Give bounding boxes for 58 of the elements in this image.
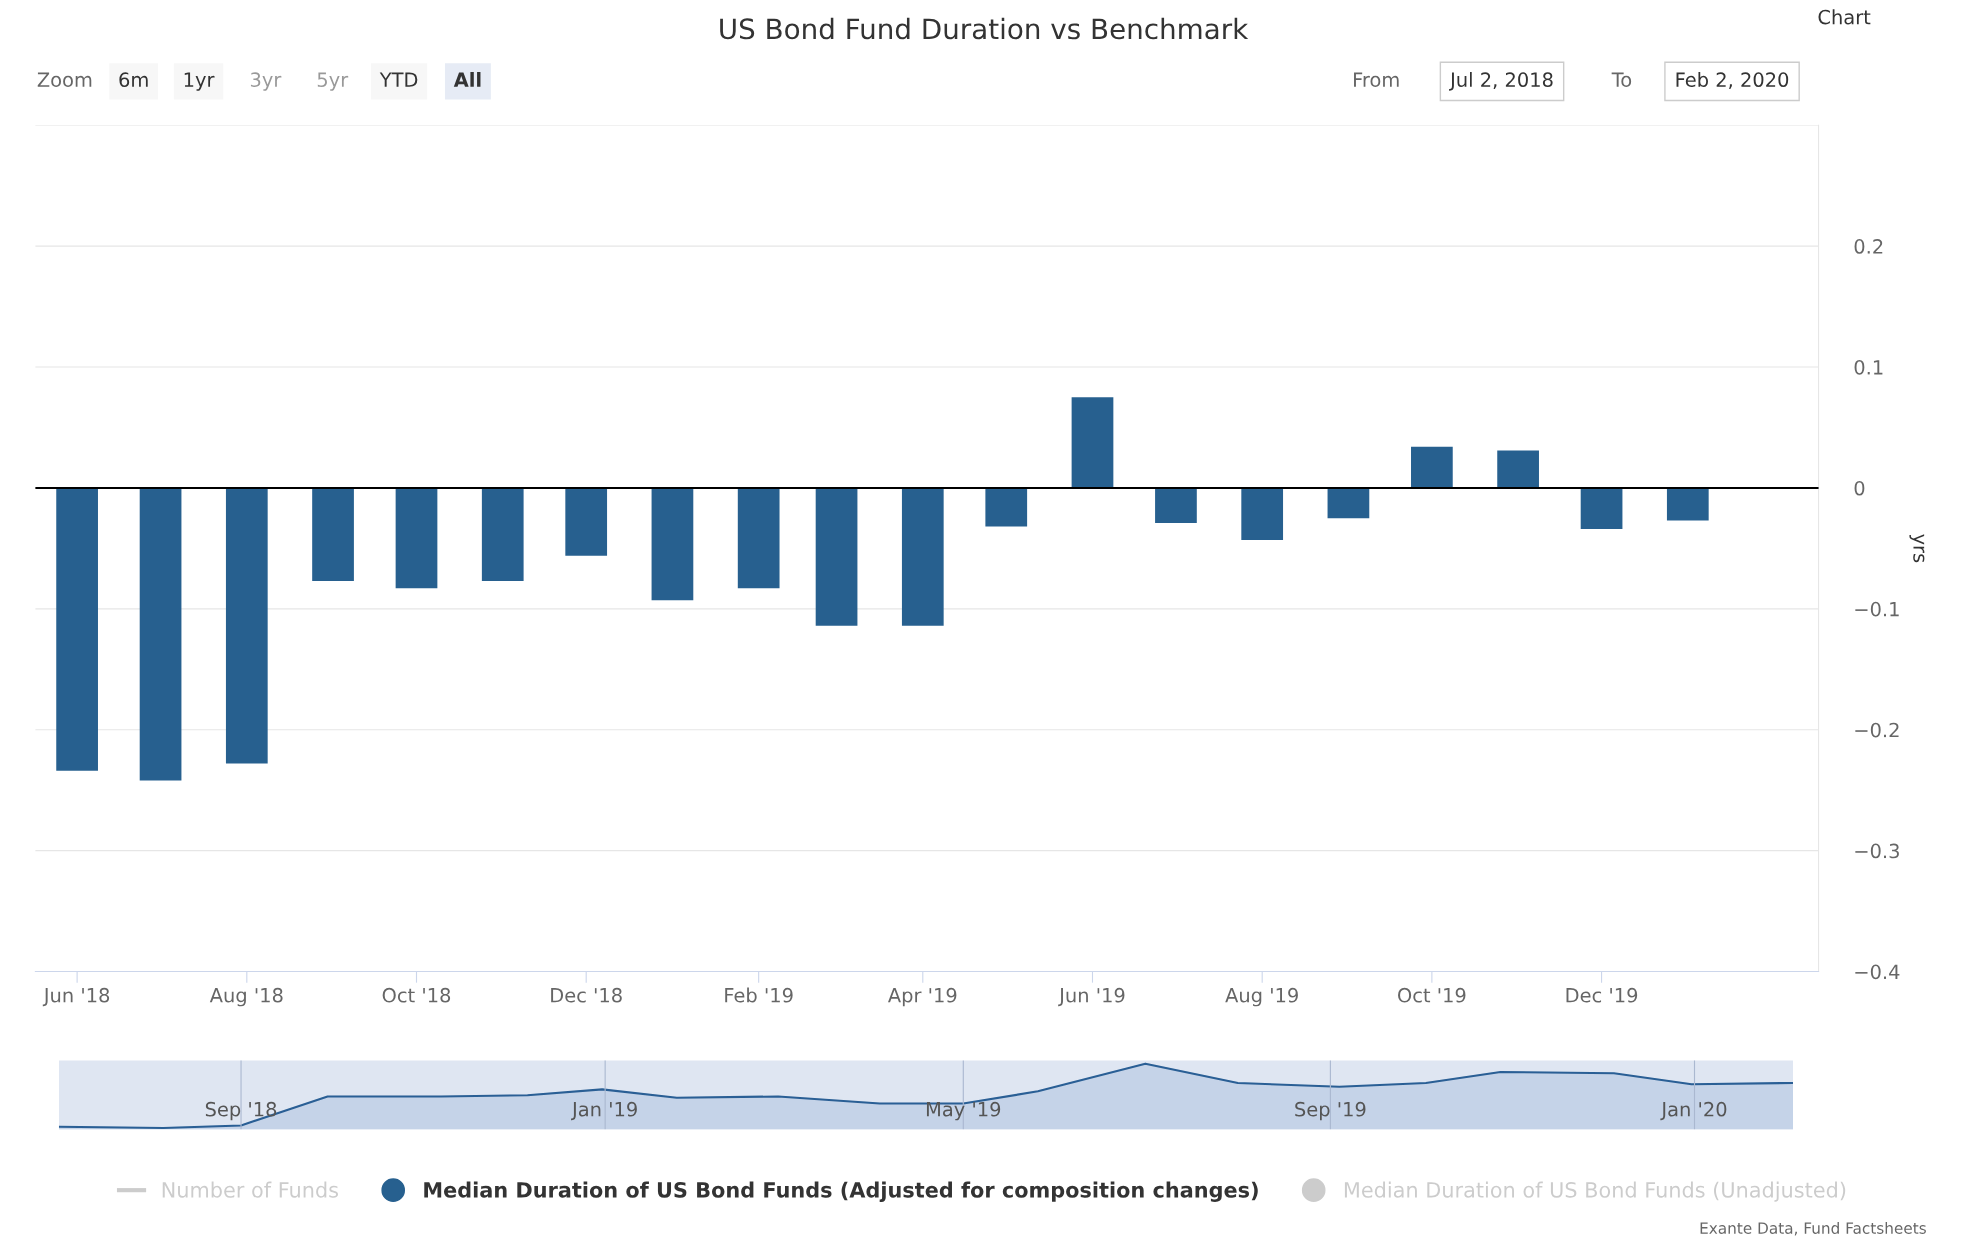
x-tick-label: Feb '19 [725,987,793,1003]
x-tick-label: May '19 [926,1101,1001,1121]
bar [312,487,354,582]
y-tick-label: −0.2 [1855,722,1899,738]
bar [1411,446,1453,488]
bar [56,487,98,771]
bar [225,487,268,764]
text: Chart [1818,9,1871,25]
text: To [1611,72,1632,88]
y-tick-label: 0.2 [1854,239,1883,254]
bar [1666,487,1709,521]
bar [1327,487,1370,519]
bar [1497,450,1539,488]
legend-label: Median Duration of US Bond Funds (Adjusted for composition changes) [424,1181,1258,1202]
x-tick-label: Apr '19 [888,987,957,1007]
bar [1155,487,1197,523]
text: 1yr [184,72,215,91]
text: Zoom [37,72,92,88]
bar [481,487,524,582]
x-tick-label: Jan '20 [1660,1101,1727,1121]
text: 3yr [250,72,282,91]
text: From [1354,72,1399,88]
text: Feb 2, 2020 [1676,71,1789,90]
bar [565,487,608,556]
chart-title: US Bond Fund Duration vs Benchmark [720,17,1249,40]
bar [395,487,438,589]
x-tick-label: Jun '18 [42,987,110,1007]
x-tick-label: Dec '19 [1566,987,1638,1003]
bar [737,487,780,589]
x-tick-label: Sep '19 [1295,1101,1366,1121]
x-tick-label: Aug '19 [1225,987,1298,1007]
y-tick-label: 0 [1854,480,1865,496]
bar [1580,487,1623,530]
x-tick-label: Oct '19 [1398,987,1466,1003]
bar [815,487,858,626]
text: Jul 2, 2018 [1449,71,1553,91]
x-tick-label: Jun '19 [1058,987,1125,1007]
bar [1241,487,1284,540]
text: 6m [119,72,148,88]
bar [901,487,944,626]
bar [651,487,694,601]
y-tick-label: −0.3 [1855,843,1899,859]
x-tick-label: Sep '18 [205,1101,277,1121]
y-tick-label: −0.1 [1855,601,1899,617]
y-tick-label: 0.1 [1854,359,1883,375]
x-tick-label: Dec '18 [551,987,622,1003]
x-tick-label: Oct '18 [382,987,451,1003]
text: Exante Data, Fund Factsheets [1700,1222,1926,1236]
text: All [453,71,481,87]
y-axis-title: yrs [1909,534,1925,563]
y-tick-label: −0.4 [1855,964,1900,980]
text: 5yr [317,72,349,91]
text: YTD [379,72,418,87]
bar [139,487,182,781]
x-tick-label: Jan '19 [571,1101,637,1121]
bar [985,487,1028,527]
x-tick-label: Aug '18 [209,987,283,1007]
bar [1071,397,1114,488]
